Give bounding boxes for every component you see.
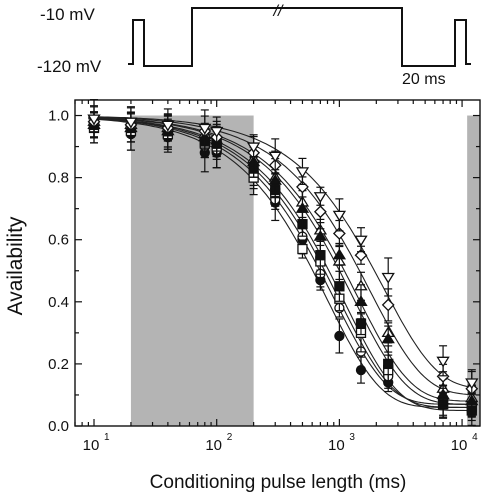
data-point-filled-triangle: [436, 388, 450, 400]
protocol-duration-label: 20 ms: [402, 71, 446, 88]
data-point-open-diamond: [354, 248, 368, 262]
data-point-filled-triangle: [295, 201, 310, 213]
data-point-open-invtriangle: [354, 235, 368, 247]
x-axis-label: Conditioning pulse length (ms): [150, 472, 407, 493]
data-point-open-invtriangle: [210, 126, 224, 138]
data-point-open-invtriangle: [381, 272, 395, 284]
data-point-open-diamond: [313, 205, 327, 219]
fit-curve-6: [88, 116, 477, 396]
x-tick-label: 10: [328, 437, 345, 454]
fit-curve-1: [88, 117, 477, 405]
protocol-diagram: // -10 mV -120 mV 20 ms: [37, 3, 471, 88]
shaded-region-1: [467, 115, 480, 427]
y-tick-label: 0.0: [48, 418, 69, 435]
fit-curve-0: [88, 118, 477, 408]
data-points: [87, 99, 479, 426]
data-point-open-invtriangle: [332, 210, 347, 222]
data-point-open-square: [297, 243, 308, 255]
data-point-filled-triangle: [354, 295, 368, 306]
data-point-filled-square: [334, 281, 345, 292]
y-axis-label: Availability: [4, 216, 27, 315]
data-point-filled-triangle: [332, 248, 347, 260]
data-point-open-invtriangle: [161, 120, 175, 132]
shaded-region-0: [130, 115, 254, 427]
data-point-filled-triangle: [381, 332, 395, 344]
data-point-filled-square: [315, 250, 326, 261]
protocol-label-bottom: -120 mV: [37, 57, 102, 76]
data-point-open-invtriangle: [465, 378, 479, 390]
x-tick-label: 10: [83, 437, 100, 454]
data-point-filled-square: [383, 358, 394, 370]
fit-curves: [88, 116, 477, 412]
data-point-open-invtriangle: [246, 142, 261, 154]
data-point-filled-triangle: [313, 229, 328, 241]
shaded-regions: [130, 115, 480, 427]
x-tick-exponent: 2: [227, 432, 233, 443]
x-axis-ticks: 10 1 10 2 10 3 10 4: [74, 100, 478, 454]
y-tick-label: 1.0: [48, 108, 69, 125]
y-tick-label: 0.6: [48, 232, 69, 249]
fit-curve-7: [88, 116, 477, 389]
data-point-open-invtriangle: [268, 151, 282, 163]
y-tick-label: 0.4: [48, 294, 69, 311]
protocol-label-top: -10 mV: [40, 5, 95, 24]
x-tick-exponent: 4: [472, 432, 478, 443]
y-tick-label: 0.8: [48, 170, 69, 187]
fit-curve-5: [88, 116, 477, 405]
data-point-open-invtriangle: [295, 167, 310, 179]
fit-curve-3: [88, 117, 477, 412]
data-point-open-invtriangle: [436, 356, 450, 368]
data-point-open-invtriangle: [198, 123, 212, 135]
x-tick-label: 10: [451, 437, 468, 454]
plot-frame: [74, 99, 481, 427]
x-tick-exponent: 3: [349, 432, 355, 443]
y-tick-label: 0.2: [48, 356, 69, 373]
protocol-break-mark: //: [273, 3, 284, 20]
x-tick-exponent: 1: [104, 432, 110, 443]
protocol-trace: [128, 7, 471, 67]
data-point-open-invtriangle: [313, 192, 328, 203]
data-point-filled-square: [355, 318, 367, 329]
data-point-open-invtriangle: [87, 114, 101, 126]
x-tick-label: 10: [205, 437, 222, 454]
fit-curve-4: [88, 116, 477, 402]
data-point-open-diamond: [381, 298, 395, 312]
availability-plot: 10 1 10 2 10 3 10 4 0.0 0.2 0.4 0.6 0.8 1.0 Conditio…: [4, 99, 481, 493]
y-axis-ticks: 0.0 0.2 0.4 0.6 0.8 1.0: [48, 108, 480, 435]
data-point-open-invtriangle: [124, 117, 138, 129]
data-point-filled-circle: [334, 330, 345, 342]
